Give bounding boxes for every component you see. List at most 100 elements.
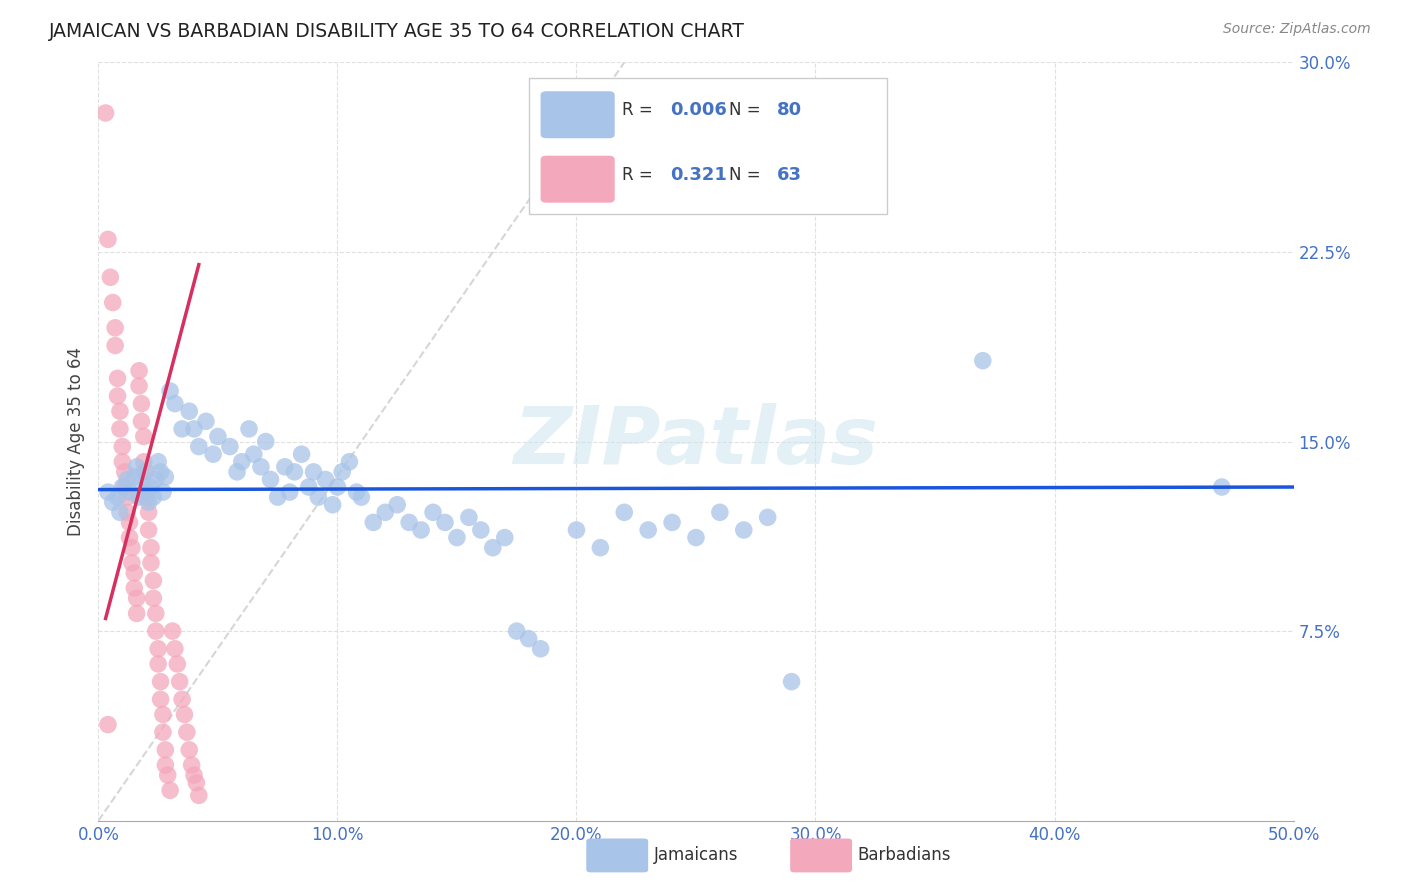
Text: ZIPatlas: ZIPatlas [513, 402, 879, 481]
Point [180, 758, 202, 772]
Point [156, 768, 179, 782]
Point [155, 743, 177, 757]
Point [107, 490, 129, 504]
Point [152, 485, 174, 500]
Point [152, 725, 174, 739]
Point [148, 657, 170, 671]
Point [98, 270, 122, 285]
Point [114, 465, 136, 479]
Point [346, 485, 368, 500]
Point [138, 523, 160, 537]
Point [139, 541, 162, 555]
Text: Barbadians: Barbadians [858, 847, 952, 864]
Point [159, 384, 181, 398]
Point [97, 232, 120, 246]
Point [267, 490, 290, 504]
Point [350, 490, 373, 504]
Point [307, 490, 329, 504]
Point [124, 566, 146, 580]
Text: 0.321: 0.321 [669, 166, 727, 184]
Point [115, 473, 138, 487]
Point [186, 776, 208, 790]
Point [115, 490, 138, 504]
Point [107, 389, 129, 403]
Point [107, 371, 129, 385]
Point [142, 490, 165, 504]
Point [291, 447, 314, 461]
Point [138, 495, 160, 509]
Point [176, 725, 198, 739]
Point [108, 422, 131, 436]
Point [121, 556, 143, 570]
Point [733, 523, 755, 537]
Point [142, 591, 165, 606]
Point [183, 422, 205, 436]
Point [101, 295, 124, 310]
Point [94, 106, 117, 120]
Point [149, 692, 172, 706]
Point [434, 516, 457, 530]
Point [517, 632, 540, 646]
Point [187, 789, 209, 803]
Point [128, 490, 150, 504]
Point [163, 396, 186, 410]
Point [111, 440, 134, 454]
Point [238, 422, 260, 436]
Point [398, 516, 420, 530]
Point [172, 422, 194, 436]
Point [131, 414, 153, 428]
Point [125, 459, 148, 474]
Point [374, 505, 396, 519]
Point [637, 523, 659, 537]
Point [135, 485, 157, 500]
Point [163, 641, 186, 656]
Point [274, 459, 297, 474]
Point [506, 624, 529, 639]
Point [101, 495, 124, 509]
Point [114, 480, 136, 494]
Point [172, 692, 194, 706]
Text: N =: N = [730, 101, 766, 120]
Point [132, 455, 155, 469]
Point [326, 480, 349, 494]
Point [322, 498, 344, 512]
Point [219, 440, 242, 454]
Point [446, 531, 468, 545]
Point [124, 470, 146, 484]
Point [756, 510, 779, 524]
Point [108, 505, 131, 519]
Point [155, 470, 177, 484]
Point [145, 624, 167, 639]
Point [118, 516, 141, 530]
Point [115, 505, 138, 519]
Point [125, 607, 148, 621]
Point [139, 556, 162, 570]
Point [530, 641, 553, 656]
Point [152, 707, 174, 722]
Point [128, 379, 150, 393]
Point [128, 364, 150, 378]
Point [470, 523, 492, 537]
FancyBboxPatch shape [541, 91, 614, 138]
Point [385, 498, 409, 512]
Point [613, 505, 636, 519]
Point [302, 465, 325, 479]
Point [145, 607, 167, 621]
Point [148, 455, 170, 469]
Point [118, 531, 141, 545]
Point [187, 440, 209, 454]
Point [250, 459, 273, 474]
Text: Source: ZipAtlas.com: Source: ZipAtlas.com [1223, 22, 1371, 37]
Point [411, 523, 433, 537]
Point [1211, 480, 1233, 494]
Point [207, 429, 229, 443]
Point [166, 657, 188, 671]
Point [179, 743, 201, 757]
Point [422, 505, 444, 519]
Point [278, 485, 301, 500]
Point [138, 505, 160, 519]
Point [145, 473, 167, 487]
Point [780, 674, 803, 689]
Point [226, 465, 249, 479]
Point [195, 414, 218, 428]
